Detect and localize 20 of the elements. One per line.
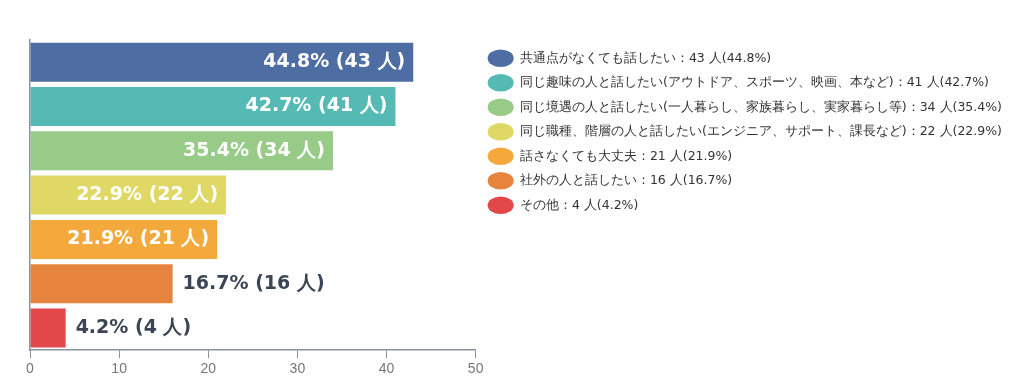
x-tick-label: 40: [378, 360, 395, 377]
data-label: 16.7% (16 人): [182, 270, 325, 293]
data-label: 44.8% (43 人): [263, 49, 406, 72]
data-label: 4.2% (4 人): [75, 314, 192, 337]
data-label: 35.4% (34 人): [183, 137, 326, 160]
legend-label: その他：4 人(4.2%): [519, 196, 639, 212]
data-label: 42.7% (41 人): [245, 93, 388, 116]
legend-label: 同じ趣味の人と話したい(アウトドア、スポーツ、映画、本など)：41 人(42.7%): [519, 74, 990, 89]
legend-label: 話さなくても大丈夫：21 人(21.9%): [519, 147, 733, 163]
x-tick-label: 0: [26, 360, 35, 377]
data-label: 22.9% (22 人): [76, 182, 219, 205]
legend-label: 同じ職種、階層の人と話したい(エンジニア、サポート、課長など)：22 人(22.9%): [519, 123, 1003, 138]
x-tick-label: 30: [289, 360, 306, 377]
legend-label: 社外の人と話したい：16 人(16.7%): [519, 172, 733, 187]
x-tick-label: 20: [200, 360, 217, 377]
legend-label: 同じ境遇の人と話したい(一人暮らし、家族暮らし、実家暮らし等)：34 人(35.4%): [519, 98, 1003, 114]
x-tick-label: 10: [111, 360, 128, 377]
legend-label: 共通点がなくても話したい：43 人(44.8%): [519, 49, 772, 65]
data-label: 21.9% (21 人): [67, 226, 210, 249]
x-tick-label: 50: [467, 360, 484, 377]
